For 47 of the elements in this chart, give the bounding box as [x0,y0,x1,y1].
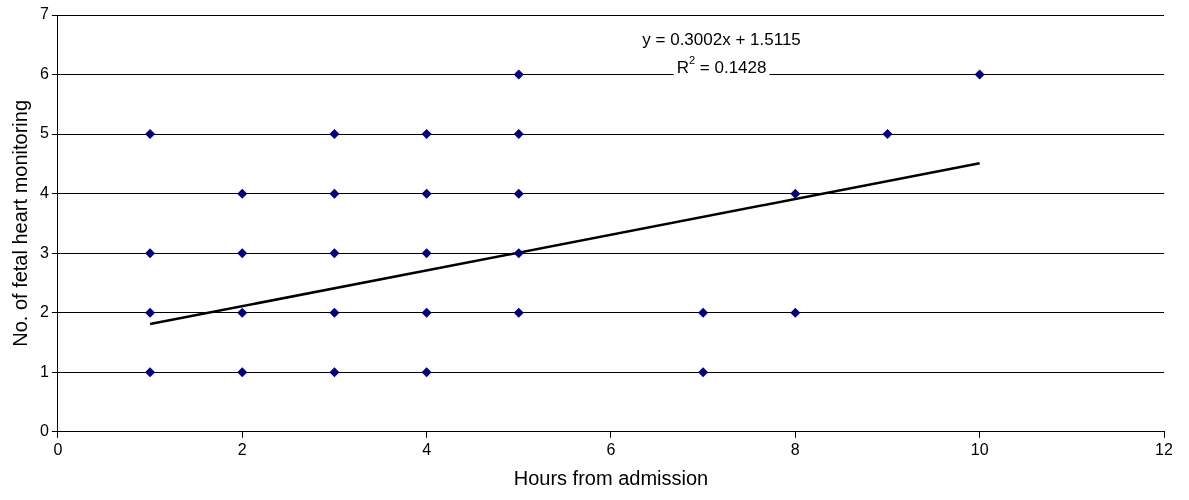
point [237,248,248,259]
point [329,367,340,378]
y-tick-label: 2 [39,303,49,321]
x-tick-label: 12 [1155,440,1173,458]
y-tick-label: 5 [39,124,49,142]
point [513,129,524,140]
point [145,307,156,318]
point [145,367,156,378]
point [882,129,893,140]
x-axis-title: Hours from admission [513,466,709,489]
point [421,307,432,318]
x-tick-label: 0 [53,440,63,458]
x-tick-label: 4 [422,440,432,458]
point [421,188,432,199]
y-axis-title: No. of fetal heart monitoring [8,100,31,347]
point [513,307,524,318]
x-tick-label: 2 [237,440,247,458]
y-tick-label: 3 [39,243,49,261]
point [421,248,432,259]
point [421,129,432,140]
x-tick-label: 10 [970,440,989,458]
point [145,248,156,259]
point [329,188,340,199]
point [513,248,524,259]
point [698,307,709,318]
point [974,69,985,80]
annotation: y = 0.3002x + 1.5115 [642,29,801,49]
point [513,69,524,80]
point [145,129,156,140]
point [237,367,248,378]
y-tick-label: 7 [39,5,49,23]
point [698,367,709,378]
y-tick-label: 0 [39,422,49,440]
point [329,248,340,259]
y-tick-label: 6 [39,64,49,82]
y-tick-label: 1 [39,362,49,380]
point [421,367,432,378]
point [790,307,801,318]
point [237,188,248,199]
y-tick-label: 4 [39,184,49,202]
point [329,129,340,140]
point [237,307,248,318]
point [329,307,340,318]
point [790,188,801,199]
x-tick-label: 8 [790,440,800,458]
point [513,188,524,199]
x-tick-label: 6 [606,440,616,458]
